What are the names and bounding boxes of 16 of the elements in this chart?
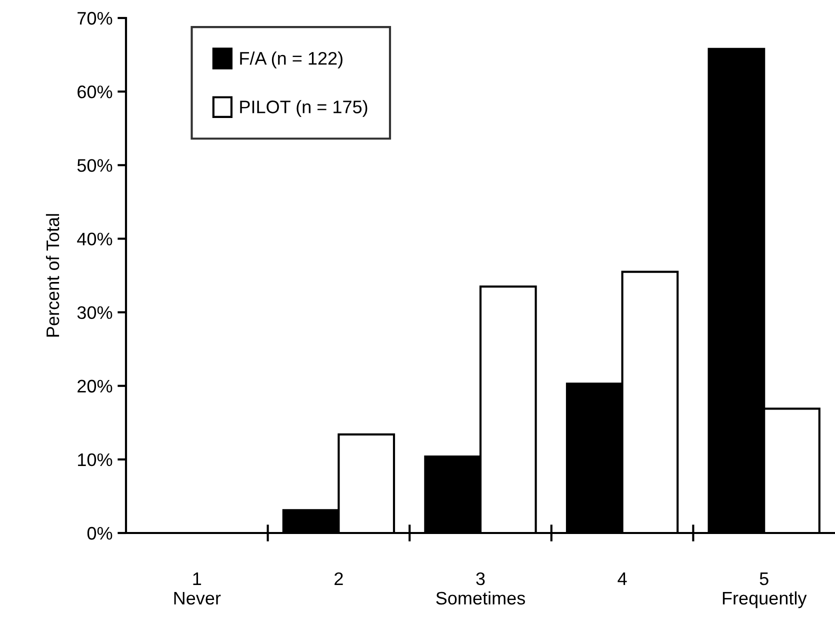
x-tick-label: 1 Never xyxy=(174,572,221,605)
x-tick-label: 2 xyxy=(334,572,343,585)
legend-label: PILOT (n = 175) xyxy=(240,100,368,117)
x-tick-label: 3 Sometimes xyxy=(436,572,525,605)
y-tick-label: 10% xyxy=(78,453,112,466)
y-tick-label: 40% xyxy=(77,232,112,246)
y-axis-title: Percent of Total xyxy=(46,214,60,337)
legend-label: F/A (n = 122) xyxy=(240,52,342,68)
y-tick-label: 30% xyxy=(77,306,112,320)
y-tick-label: 0% xyxy=(87,526,112,540)
y-tick-label: 20% xyxy=(78,380,112,393)
y-tick-label: 50% xyxy=(77,159,112,172)
x-tick-label: 5 Frequently xyxy=(722,572,807,608)
x-tick-label: 4 xyxy=(618,572,627,585)
y-tick-label: 60% xyxy=(78,86,112,98)
y-tick-label: 70% xyxy=(78,12,112,25)
